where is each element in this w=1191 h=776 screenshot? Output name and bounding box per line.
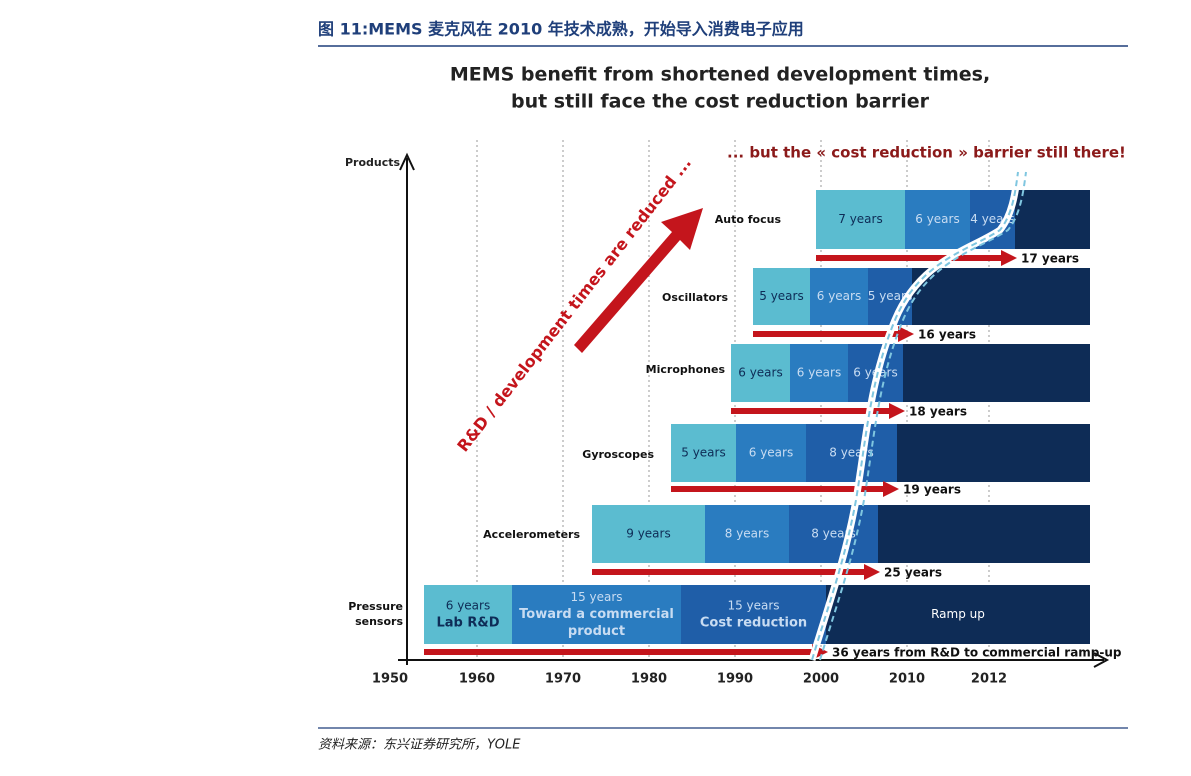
phase-segment	[903, 344, 1090, 402]
segment-label: 6 years	[915, 212, 959, 226]
duration-arrow	[731, 408, 891, 414]
phase-segment	[912, 268, 1090, 325]
x-label: 2000	[803, 672, 839, 687]
y-axis-label: Products	[345, 156, 401, 169]
phase-segment	[790, 344, 848, 402]
phase-segment	[897, 424, 1090, 482]
duration-arrow	[671, 486, 885, 492]
duration-label: 17 years	[1021, 252, 1079, 266]
row-label: Gyroscopes	[582, 448, 654, 461]
x-label: 1990	[717, 672, 753, 687]
segment-label: 9 years	[626, 527, 670, 541]
source-note: 资料来源：东兴证券研究所，YOLE	[318, 737, 521, 753]
duration-label: 36 years from R&D to commercial ramp-up	[832, 646, 1122, 660]
barrier-label: ... but the « cost reduction » barrier s…	[727, 144, 1126, 162]
phase-segment	[512, 585, 681, 644]
segment-label: Cost reduction	[700, 616, 807, 631]
segment-label: product	[568, 624, 625, 639]
phase-segment	[705, 505, 789, 563]
segment-label: 6 years	[738, 366, 782, 380]
segment-label: 5 years	[868, 289, 912, 303]
row-label: Microphones	[646, 363, 726, 376]
segment-label: Lab R&D	[436, 616, 499, 631]
duration-arrowhead	[883, 481, 899, 497]
row-label: Accelerometers	[483, 528, 580, 541]
segment-label: 15 years	[727, 599, 779, 613]
segment-label: 15 years	[570, 590, 622, 604]
x-label: 1980	[631, 672, 667, 687]
duration-arrowhead	[864, 564, 880, 580]
segment-label: 6 years	[817, 289, 861, 303]
segment-label: 8 years	[725, 527, 769, 541]
barrier-line	[811, 171, 1019, 661]
duration-label: 16 years	[918, 328, 976, 342]
duration-arrow	[753, 331, 900, 337]
duration-label: 18 years	[909, 405, 967, 419]
segment-label: Ramp up	[931, 607, 985, 621]
diagonal-arrow	[574, 208, 703, 353]
x-axis-arrow	[1093, 652, 1110, 668]
phase-segment	[905, 190, 970, 249]
phase-segment	[424, 585, 512, 644]
phase-segment	[681, 585, 826, 644]
x-label: 2012	[971, 672, 1007, 687]
phase-segment	[671, 424, 736, 482]
barrier-line	[819, 171, 1027, 661]
x-label: 2010	[889, 672, 925, 687]
phase-segment	[753, 268, 810, 325]
row-label: Pressure	[348, 600, 403, 613]
segment-label: 6 years	[446, 599, 490, 613]
segment-label: 6 years	[749, 446, 793, 460]
figure-title: MEMS benefit from shortened development …	[450, 64, 990, 86]
x-label: 1970	[545, 672, 581, 687]
duration-arrowhead	[1001, 250, 1017, 266]
phase-segment	[592, 505, 705, 563]
duration-arrow	[816, 255, 1003, 261]
duration-arrow	[592, 569, 866, 575]
duration-arrowhead	[898, 326, 914, 342]
phase-segment	[810, 268, 868, 325]
phase-segment	[826, 585, 1090, 644]
phase-segment	[736, 424, 806, 482]
duration-label: 25 years	[884, 566, 942, 580]
phase-segment	[789, 505, 878, 563]
duration-arrowhead	[889, 403, 905, 419]
row-label: Oscillators	[662, 291, 728, 304]
phase-segment	[878, 505, 1090, 563]
figure: MEMS benefit from shortened development …	[345, 64, 1126, 687]
segment-label: 6 years	[797, 366, 841, 380]
x-label: 1950	[372, 672, 408, 687]
segment-label: 5 years	[681, 446, 725, 460]
segment-label: Toward a commercial	[519, 607, 674, 622]
row-label: Auto focus	[715, 213, 782, 226]
phase-segment	[731, 344, 790, 402]
duration-arrow	[424, 649, 814, 655]
duration-label: 19 years	[903, 483, 961, 497]
x-label: 1960	[459, 672, 495, 687]
segment-label: 5 years	[759, 289, 803, 303]
y-axis-arrow	[399, 152, 415, 171]
segment-label: 7 years	[838, 212, 882, 226]
phase-segment	[806, 424, 897, 482]
phase-segment	[1015, 190, 1090, 249]
phase-segment	[816, 190, 905, 249]
figure-caption: 图 11:MEMS 麦克风在 2010 年技术成熟，开始导入消费电子应用	[318, 20, 804, 39]
figure-title: but still face the cost reduction barrie…	[511, 91, 930, 113]
row-label: sensors	[355, 615, 403, 628]
